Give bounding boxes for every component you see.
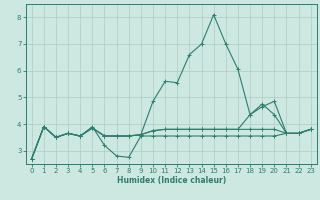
X-axis label: Humidex (Indice chaleur): Humidex (Indice chaleur)	[116, 176, 226, 185]
